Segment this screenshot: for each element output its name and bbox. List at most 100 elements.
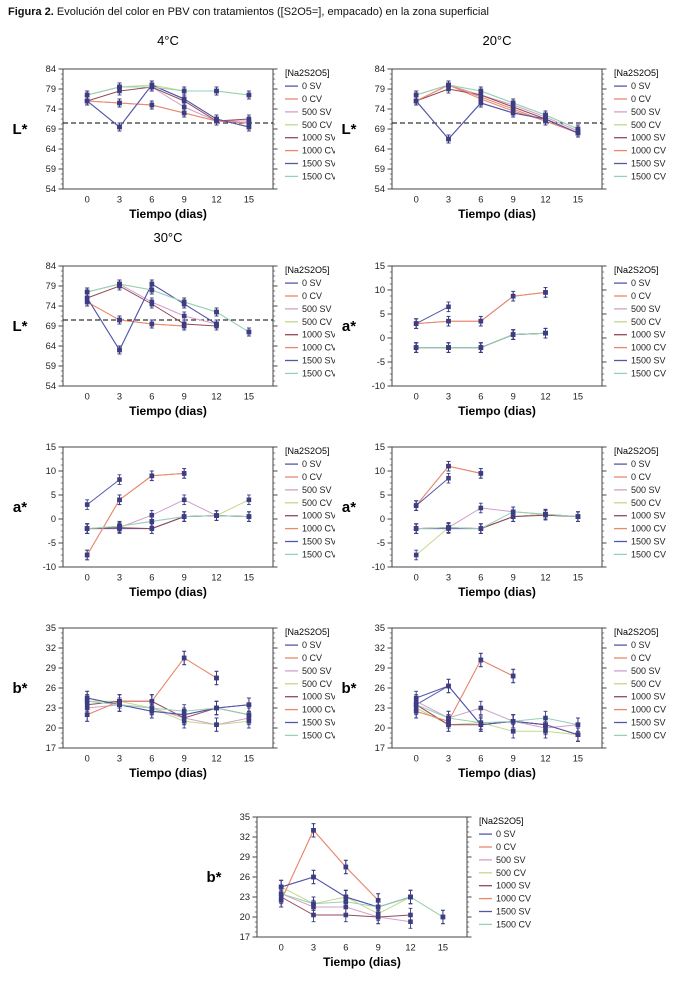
svg-text:3: 3 [117, 194, 122, 204]
svg-text:15: 15 [573, 391, 583, 401]
svg-text:6: 6 [149, 391, 154, 401]
svg-text:64: 64 [46, 144, 56, 154]
svg-text:1000 CV: 1000 CV [631, 145, 666, 155]
svg-text:6: 6 [149, 572, 154, 582]
svg-text:1500 CV: 1500 CV [496, 919, 531, 929]
svg-text:Tiempo (dias): Tiempo (dias) [458, 404, 536, 418]
svg-text:a*: a* [342, 499, 356, 516]
svg-text:12: 12 [211, 754, 221, 764]
svg-text:6: 6 [478, 194, 483, 204]
svg-text:23: 23 [46, 703, 56, 713]
svg-text:1000 SV: 1000 SV [302, 132, 337, 142]
svg-text:20: 20 [46, 723, 56, 733]
svg-text:17: 17 [240, 932, 250, 942]
svg-text:20: 20 [375, 723, 385, 733]
svg-text:500 SV: 500 SV [631, 666, 661, 676]
svg-text:0 SV: 0 SV [302, 278, 322, 288]
svg-text:10: 10 [375, 466, 385, 476]
svg-text:1500 SV: 1500 SV [631, 158, 666, 168]
svg-text:9: 9 [182, 754, 187, 764]
svg-text:0: 0 [414, 391, 419, 401]
svg-text:9: 9 [182, 391, 187, 401]
svg-text:35: 35 [375, 623, 385, 633]
svg-text:15: 15 [375, 261, 385, 271]
svg-text:1000 SV: 1000 SV [631, 329, 666, 339]
svg-text:12: 12 [540, 754, 550, 764]
svg-text:1000 SV: 1000 SV [302, 510, 337, 520]
svg-text:15: 15 [244, 194, 254, 204]
svg-text:0: 0 [380, 514, 385, 524]
svg-text:5: 5 [380, 309, 385, 319]
svg-text:35: 35 [240, 812, 250, 822]
svg-text:500 CV: 500 CV [302, 119, 332, 129]
svg-text:1500 SV: 1500 SV [302, 355, 337, 365]
svg-text:6: 6 [478, 391, 483, 401]
svg-text:74: 74 [375, 104, 385, 114]
svg-text:0 SV: 0 SV [631, 640, 651, 650]
svg-text:15: 15 [438, 942, 448, 952]
svg-text:12: 12 [405, 942, 415, 952]
svg-text:0 SV: 0 SV [631, 278, 651, 288]
svg-text:3: 3 [311, 942, 316, 952]
svg-text:1500 CV: 1500 CV [302, 171, 337, 181]
svg-text:84: 84 [46, 64, 56, 74]
svg-text:0 SV: 0 SV [302, 640, 322, 650]
svg-text:59: 59 [46, 361, 56, 371]
svg-text:0 CV: 0 CV [631, 94, 651, 104]
svg-text:10: 10 [46, 466, 56, 476]
svg-text:1500 CV: 1500 CV [631, 171, 666, 181]
svg-text:500 CV: 500 CV [631, 316, 661, 326]
svg-text:500 SV: 500 SV [496, 854, 526, 864]
svg-text:500 CV: 500 CV [302, 316, 332, 326]
svg-text:-10: -10 [43, 562, 56, 572]
svg-text:b*: b* [207, 869, 222, 886]
svg-text:1500 SV: 1500 SV [302, 536, 337, 546]
svg-text:500 SV: 500 SV [631, 106, 661, 116]
svg-text:1500 CV: 1500 CV [631, 730, 666, 740]
svg-text:500 SV: 500 SV [631, 303, 661, 313]
svg-text:1500 SV: 1500 SV [302, 718, 337, 728]
svg-text:1000 CV: 1000 CV [302, 145, 337, 155]
svg-text:23: 23 [375, 703, 385, 713]
svg-text:12: 12 [211, 391, 221, 401]
svg-text:15: 15 [573, 194, 583, 204]
svg-text:0 SV: 0 SV [631, 459, 651, 469]
svg-text:a*: a* [13, 499, 27, 516]
svg-text:a*: a* [342, 318, 356, 335]
svg-text:9: 9 [511, 391, 516, 401]
svg-text:32: 32 [240, 832, 250, 842]
svg-text:1000 CV: 1000 CV [496, 893, 531, 903]
svg-text:0: 0 [414, 194, 419, 204]
svg-text:[Na2S2O5]: [Na2S2O5] [614, 627, 659, 637]
svg-text:Tiempo (dias): Tiempo (dias) [323, 955, 401, 969]
svg-text:0: 0 [51, 514, 56, 524]
svg-text:Tiempo (dias): Tiempo (dias) [129, 585, 207, 599]
svg-text:84: 84 [46, 261, 56, 271]
svg-text:1000 SV: 1000 SV [631, 510, 666, 520]
svg-text:3: 3 [446, 391, 451, 401]
svg-text:29: 29 [375, 663, 385, 673]
svg-text:20: 20 [240, 912, 250, 922]
svg-text:32: 32 [375, 643, 385, 653]
svg-text:[Na2S2O5]: [Na2S2O5] [614, 265, 659, 275]
svg-text:9: 9 [511, 572, 516, 582]
svg-text:0 SV: 0 SV [302, 459, 322, 469]
svg-text:0 CV: 0 CV [631, 472, 651, 482]
svg-text:[Na2S2O5]: [Na2S2O5] [285, 446, 330, 456]
svg-text:3: 3 [446, 572, 451, 582]
svg-text:0 CV: 0 CV [302, 653, 322, 663]
svg-text:17: 17 [375, 743, 385, 753]
svg-text:26: 26 [240, 872, 250, 882]
svg-text:1500 SV: 1500 SV [631, 718, 666, 728]
svg-text:500 SV: 500 SV [302, 484, 332, 494]
svg-text:1500 CV: 1500 CV [302, 549, 337, 559]
svg-text:0 SV: 0 SV [496, 829, 516, 839]
svg-text:69: 69 [46, 321, 56, 331]
svg-text:1000 CV: 1000 CV [302, 342, 337, 352]
svg-text:-5: -5 [377, 538, 385, 548]
svg-text:500 SV: 500 SV [302, 666, 332, 676]
svg-text:500 CV: 500 CV [631, 119, 661, 129]
svg-text:6: 6 [478, 572, 483, 582]
svg-text:3: 3 [117, 754, 122, 764]
svg-text:9: 9 [376, 942, 381, 952]
